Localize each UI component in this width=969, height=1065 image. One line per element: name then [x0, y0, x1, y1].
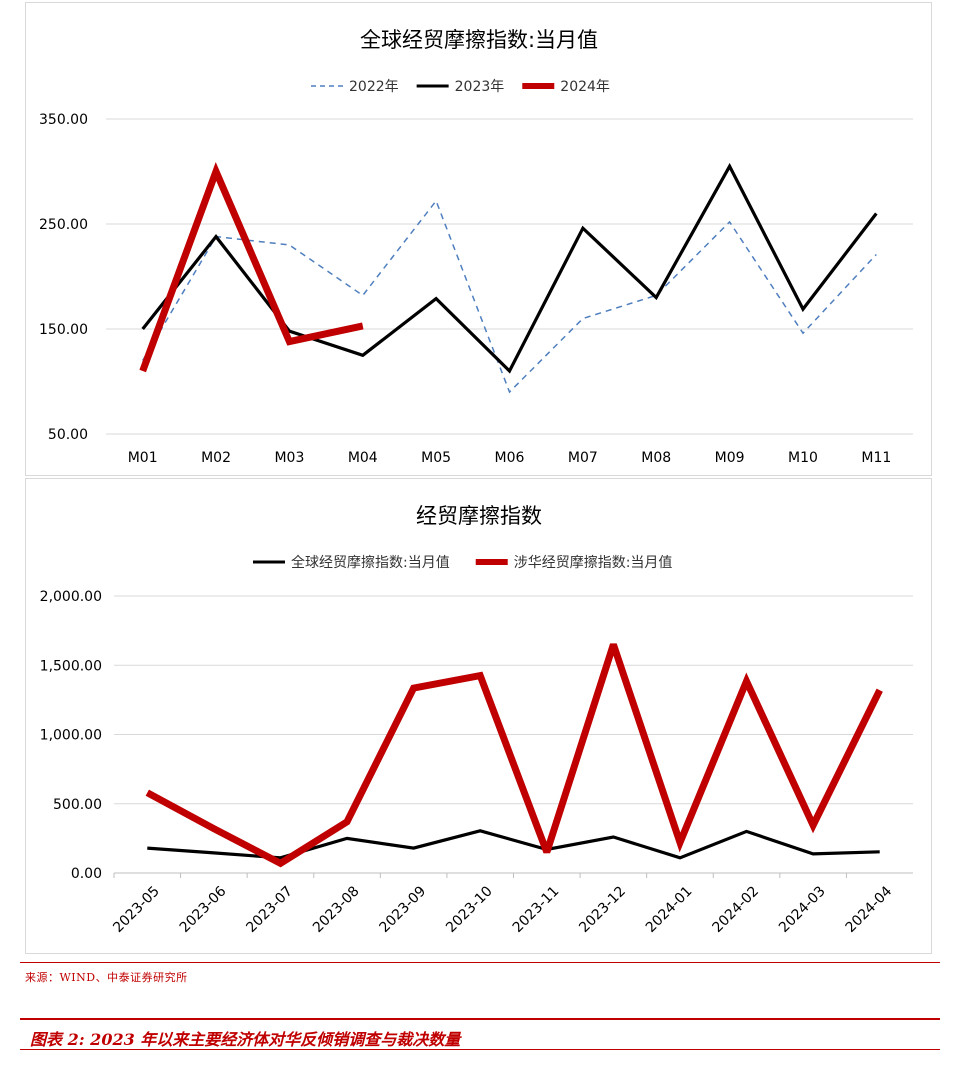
- y-tick-label: 350.00: [39, 112, 88, 128]
- x-tick-label: 2024-01: [643, 883, 696, 936]
- legend-label: 全球经贸摩擦指数:当月值: [291, 554, 450, 571]
- series-line-1: [141, 162, 878, 374]
- x-tick-label: M11: [861, 450, 891, 466]
- x-tick-label: M08: [641, 450, 671, 466]
- legend-label: 2023年: [455, 79, 505, 95]
- x-tick-label: 2023-06: [177, 883, 230, 936]
- chart-panel-global-index: 全球经贸摩擦指数:当月值 2022年 2023年 2024年 350.00 250.00 1…: [25, 2, 932, 476]
- y-tick-label: 2,000.00: [40, 589, 102, 605]
- series-line-1: [145, 643, 883, 868]
- x-tick-label: M03: [274, 450, 304, 466]
- x-tick-label: M04: [348, 450, 378, 466]
- x-tick-label: 2024-04: [843, 883, 896, 936]
- x-tick-label: M09: [715, 450, 745, 466]
- y-tick-label: 1,500.00: [40, 658, 102, 674]
- x-tick-label: M10: [788, 450, 818, 466]
- divider-bottom: [20, 1049, 940, 1050]
- y-tick-label: 500.00: [53, 797, 102, 813]
- y-tick-label: 50.00: [48, 427, 88, 443]
- x-tick-label: M02: [201, 450, 231, 466]
- chart-title: 经贸摩擦指数: [416, 504, 542, 528]
- x-tick-label: 2023-12: [576, 883, 629, 936]
- x-tick-label: 2023-08: [310, 883, 363, 936]
- x-tick-label: 2023-10: [443, 883, 496, 936]
- source-note: 来源：WIND、中泰证券研究所: [25, 971, 188, 984]
- series-line-2: [139, 162, 364, 373]
- x-tick-label: M07: [568, 450, 598, 466]
- y-tick-label: 150.00: [39, 322, 88, 338]
- series-line-0: [142, 199, 877, 394]
- x-tick-label: 2024-02: [709, 883, 762, 936]
- x-tick-label: 2023-09: [377, 883, 430, 936]
- x-tick-label: M06: [495, 450, 525, 466]
- figure-caption: 图表 2: 2023 年以来主要经济体对华反倾销调查与裁决数量: [30, 1030, 461, 1049]
- divider-thick: [20, 1018, 940, 1020]
- chart-title: 全球经贸摩擦指数:当月值: [360, 28, 598, 52]
- legend-label: 2022年: [349, 79, 399, 95]
- y-tick-label: 250.00: [39, 217, 88, 233]
- legend-label: 涉华经贸摩擦指数:当月值: [514, 554, 673, 571]
- y-tick-label: 0.00: [71, 866, 102, 882]
- x-tick-label: M05: [421, 450, 451, 466]
- x-tick-label: 2023-11: [510, 883, 563, 936]
- x-tick-label: 2024-03: [776, 883, 829, 936]
- divider-thin: [20, 962, 940, 963]
- chart-panel-friction-index: 经贸摩擦指数全球经贸摩擦指数:当月值 涉华经贸摩擦指数:当月值 2,000.00 1,…: [25, 478, 932, 954]
- legend-label: 2024年: [560, 79, 610, 95]
- x-tick-label: 2023-05: [110, 883, 163, 936]
- x-tick-label: 2023-07: [243, 883, 296, 936]
- x-tick-label: M01: [128, 450, 158, 466]
- chart-global-monthly: 全球经贸摩擦指数:当月值 2022年 2023年 2024年 350.00 250.00 1…: [39, 28, 913, 466]
- y-tick-label: 1,000.00: [40, 728, 102, 744]
